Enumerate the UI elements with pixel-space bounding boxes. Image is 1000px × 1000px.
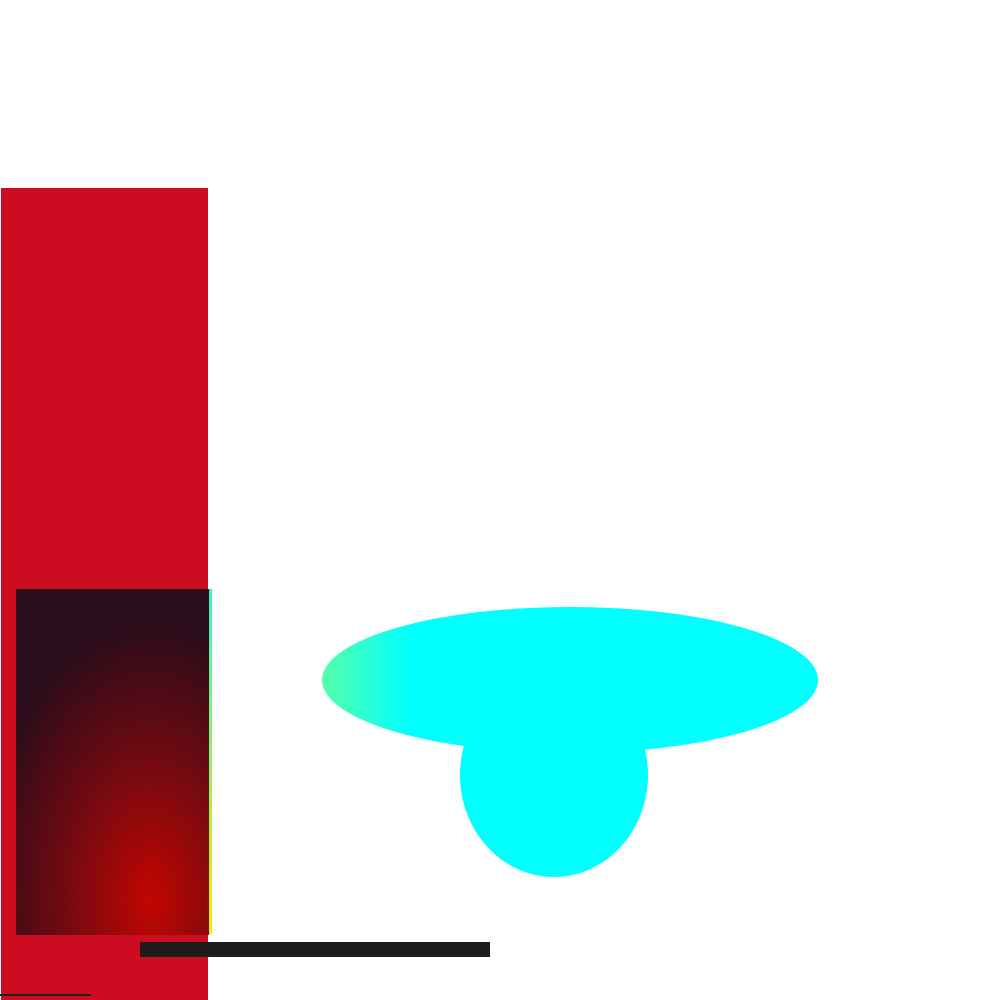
bottom-thin-line [0, 994, 91, 996]
dark-gradient-panel [16, 589, 209, 935]
gradient-accent-stripe [206, 589, 212, 934]
black-horizontal-bar [140, 942, 490, 957]
cyan-blob-stem [460, 673, 648, 877]
cyan-blob-disc [322, 607, 818, 753]
